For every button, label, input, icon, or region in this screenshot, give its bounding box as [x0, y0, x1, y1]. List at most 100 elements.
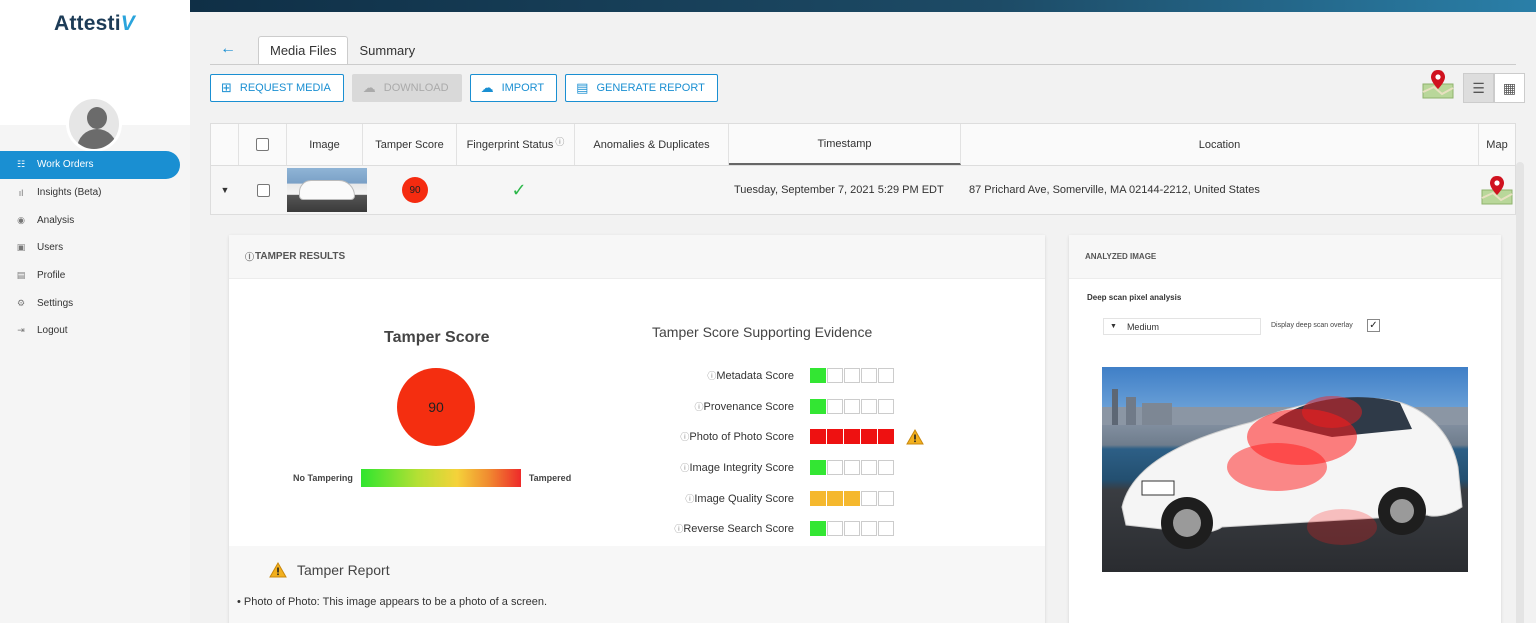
tamper-results-header: ⓘ TAMPER RESULTS	[229, 235, 1045, 279]
deep-scan-select[interactable]: ▼ Medium	[1103, 318, 1261, 335]
help-icon[interactable]: ⓘ	[674, 524, 684, 535]
warning-icon[interactable]	[906, 428, 924, 445]
cloud-download-icon: ☁	[362, 80, 376, 95]
main-content: ← Media Files Summary ⊞ REQUEST MEDIA ☁ …	[190, 12, 1536, 623]
tamper-score-badge: 90	[402, 177, 428, 203]
sidebar: AttestiV ☷ Work Orders ıl Insights (Beta) ◉ A…	[0, 0, 190, 623]
evidence-list: ⓘMetadata Score ⓘProvenance Score ⓘPhoto o…	[669, 360, 969, 544]
tamper-score-column-header[interactable]: Tamper Score	[363, 124, 457, 165]
evidence-score-bar	[810, 521, 894, 537]
sidebar-item-label: Settings	[37, 297, 74, 309]
score-segment	[878, 429, 894, 445]
score-segment	[844, 429, 860, 445]
expand-toggle[interactable]: ▼	[211, 166, 239, 214]
attestiv-logo[interactable]: AttestiV	[54, 12, 135, 35]
anomalies-cell	[577, 166, 729, 214]
download-button[interactable]: ☁ DOWNLOAD	[351, 74, 462, 102]
map-column-header[interactable]: Map	[1486, 138, 1508, 151]
toolbar: ⊞ REQUEST MEDIA ☁ DOWNLOAD ☁ IMPORT ▤ GE…	[210, 74, 718, 102]
user-avatar[interactable]	[66, 96, 122, 152]
evidence-label: ⓘMetadata Score	[669, 369, 810, 382]
fingerprint-status-column-header[interactable]: Fingerprint Status ⓘ	[457, 124, 575, 165]
evidence-label-text: Image Integrity Score	[689, 461, 794, 474]
evidence-label-text: Image Quality Score	[694, 492, 794, 505]
row-checkbox[interactable]	[256, 183, 270, 197]
tamper-results-panel: ⓘ TAMPER RESULTS Tamper Score 90 No Tamp…	[229, 235, 1045, 623]
list-view-icon[interactable]: ☰	[1463, 73, 1494, 103]
select-all-checkbox[interactable]	[256, 138, 269, 151]
sidebar-item-settings[interactable]: ⚙ Settings	[0, 289, 190, 317]
analyzed-image	[1102, 367, 1468, 572]
map-pin-icon[interactable]	[1481, 174, 1513, 206]
work-orders-icon: ☷	[16, 159, 26, 170]
tab-media-files[interactable]: Media Files	[258, 36, 349, 65]
generate-report-label: GENERATE REPORT	[596, 82, 705, 94]
map-view-icon[interactable]	[1422, 68, 1454, 100]
help-icon[interactable]: ⓘ	[680, 462, 690, 473]
help-icon[interactable]: ⓘ	[685, 493, 695, 504]
sidebar-item-users[interactable]: ▣ Users	[0, 234, 190, 262]
tamper-score-cell: 90	[369, 166, 461, 214]
analysis-icon: ◉	[17, 214, 25, 225]
request-media-button[interactable]: ⊞ REQUEST MEDIA	[210, 74, 344, 102]
media-thumbnail[interactable]	[287, 168, 367, 212]
sidebar-item-analysis[interactable]: ◉ Analysis	[0, 206, 190, 234]
document-icon: ▤	[576, 80, 589, 95]
grid-view-icon[interactable]: ▦	[1494, 73, 1525, 103]
back-arrow-icon[interactable]: ←	[220, 40, 236, 57]
tab-bar: Media Files Summary	[258, 36, 426, 65]
evidence-row: ⓘImage Integrity Score	[669, 452, 969, 483]
evidence-label-text: Metadata Score	[716, 369, 794, 382]
sidebar-item-insights-beta[interactable]: ıl Insights (Beta)	[0, 179, 190, 207]
sidebar-item-profile[interactable]: ▤ Profile	[0, 262, 190, 290]
sidebar-item-label: Users	[37, 242, 64, 254]
sidebar-item-label: Insights (Beta)	[37, 187, 102, 199]
score-segment	[827, 367, 843, 383]
help-icon[interactable]: ⓘ	[694, 401, 704, 412]
users-icon: ▣	[16, 242, 26, 253]
help-icon[interactable]: ⓘ	[245, 252, 255, 262]
sidebar-item-logout[interactable]: ⇥ Logout	[0, 317, 190, 345]
help-icon[interactable]: ⓘ	[555, 137, 565, 147]
help-icon[interactable]: ⓘ	[680, 432, 690, 443]
score-segment	[861, 398, 877, 414]
row-select-cell	[239, 166, 287, 214]
evidence-row: ⓘPhoto of Photo Score	[669, 421, 969, 452]
anomalies-column-header[interactable]: Anomalies & Duplicates	[575, 124, 729, 165]
warning-icon	[269, 562, 287, 578]
score-segment	[878, 490, 894, 506]
media-table: Image Tamper Score Fingerprint Status ⓘ A…	[210, 123, 1516, 215]
sidebar-item-label: Analysis	[37, 214, 75, 226]
score-segment	[844, 367, 860, 383]
evidence-title: Tamper Score Supporting Evidence	[652, 324, 873, 340]
select-caret-icon: ▼	[1110, 323, 1117, 330]
avatar-body-shape	[77, 129, 117, 149]
caret-down-icon: ▼	[220, 185, 230, 195]
score-segment	[861, 367, 877, 383]
table-header: Image Tamper Score Fingerprint Status ⓘ A…	[211, 124, 1515, 166]
generate-report-button[interactable]: ▤ GENERATE REPORT	[565, 74, 718, 102]
overlay-checkbox[interactable]: ✓	[1367, 319, 1380, 332]
evidence-score-bar	[810, 490, 894, 506]
analyzed-image-header: ANALYZED IMAGE	[1069, 235, 1501, 279]
vertical-scrollbar[interactable]	[1516, 162, 1524, 623]
profile-icon: ▤	[16, 270, 26, 281]
score-segment	[827, 490, 843, 506]
score-segment	[810, 521, 826, 537]
fingerprint-status-label: Fingerprint Status	[466, 138, 554, 151]
location-column-header[interactable]: Location	[961, 124, 1479, 165]
help-icon[interactable]: ⓘ	[707, 370, 717, 381]
settings-icon: ⚙	[16, 297, 26, 308]
view-toggle: ☰ ▦	[1463, 73, 1525, 103]
evidence-row: ⓘImage Quality Score	[669, 483, 969, 514]
tamper-score-title: Tamper Score	[384, 329, 490, 346]
image-column-header[interactable]: Image	[287, 124, 363, 165]
table-row[interactable]: ▼ 90 ✓ Tuesday, September 7, 2021 5:29 P…	[211, 166, 1515, 214]
sidebar-item-label: Work Orders	[37, 159, 94, 171]
sidebar-item-work-orders[interactable]: ☷ Work Orders	[0, 151, 180, 179]
timestamp-column-header[interactable]: Timestamp	[729, 124, 961, 165]
tab-summary[interactable]: Summary	[359, 43, 416, 58]
tamper-report-title: Tamper Report	[297, 562, 390, 578]
fingerprint-verified-icon: ✓	[511, 179, 527, 200]
import-button[interactable]: ☁ IMPORT	[469, 74, 558, 102]
